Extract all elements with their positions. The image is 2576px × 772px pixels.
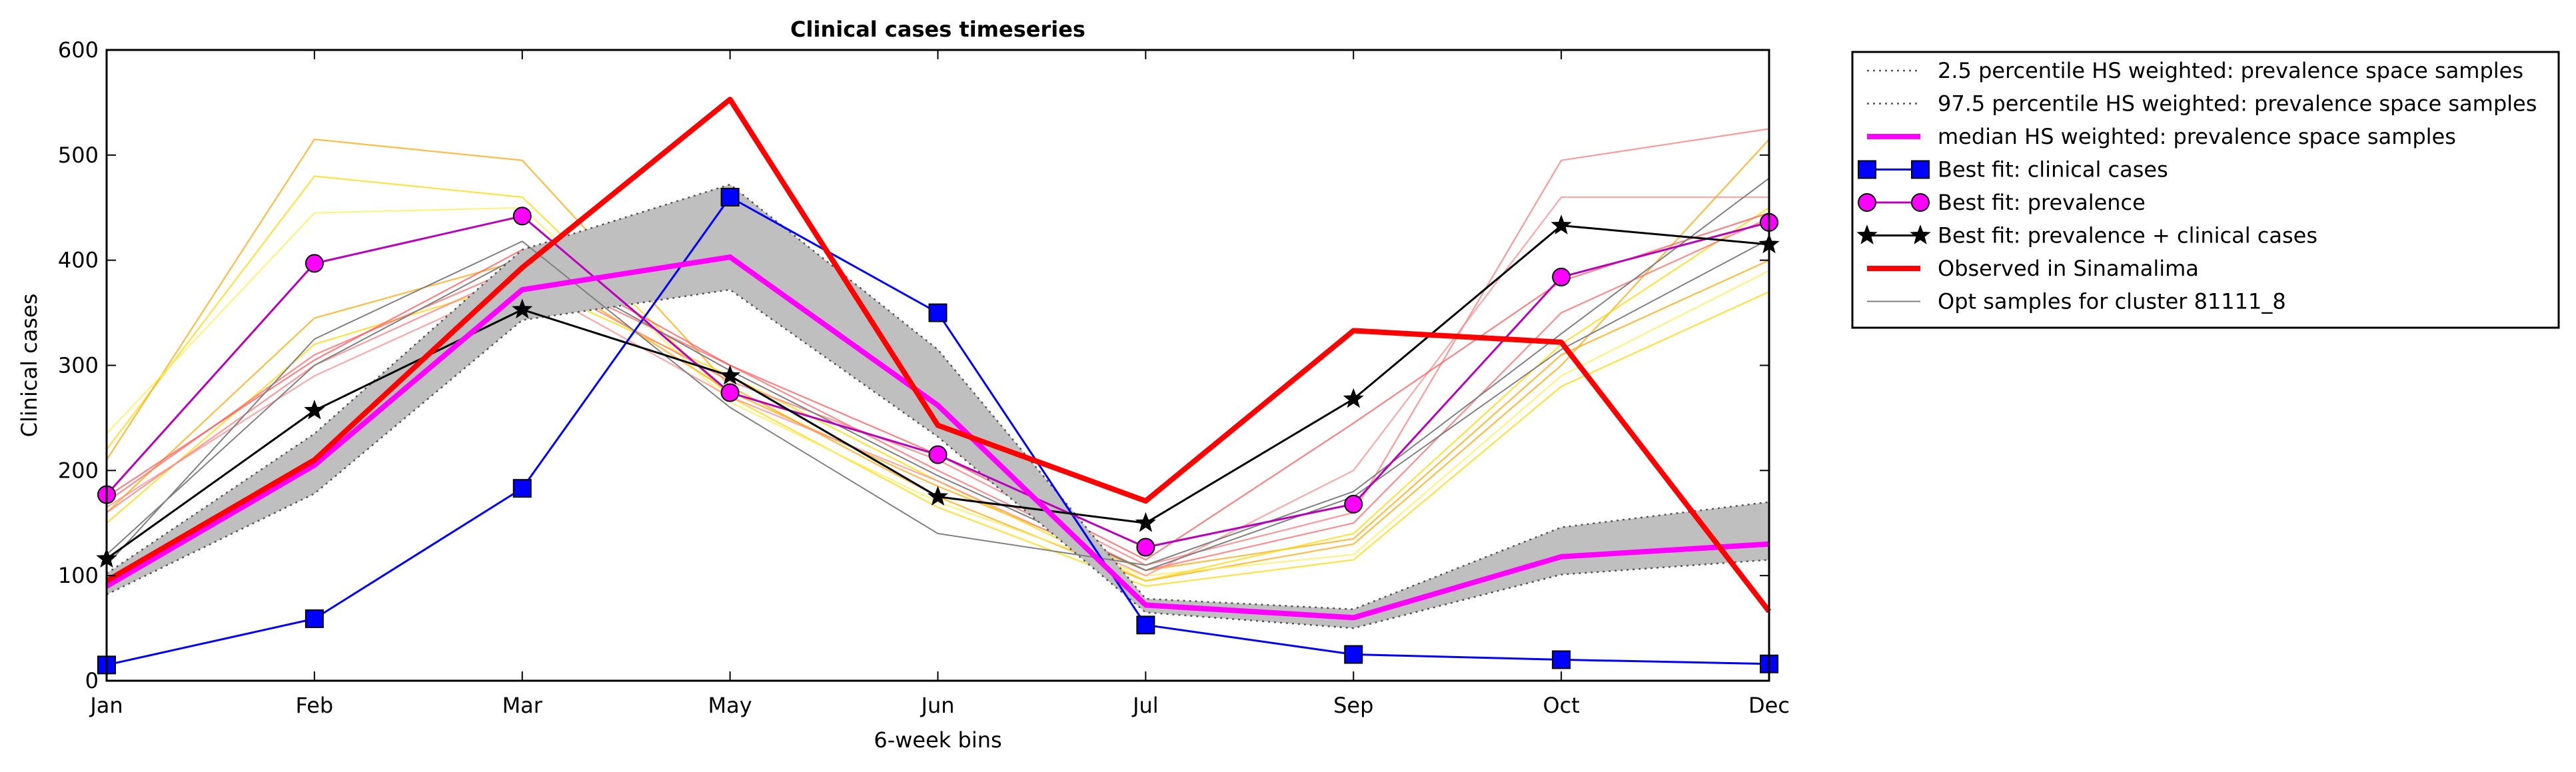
x-tick-label: Oct	[1543, 693, 1579, 718]
data-point-star	[1551, 214, 1572, 234]
legend: 2.5 percentile HS weighted: prevalence s…	[1851, 51, 2560, 329]
data-point-circle	[305, 254, 324, 273]
data-point-circle	[1136, 538, 1155, 557]
data-point-circle	[1911, 193, 1930, 212]
x-tick-label: Jun	[920, 693, 955, 718]
data-point-star	[720, 364, 741, 385]
background-sample-line	[106, 217, 1770, 572]
y-axis-label: Clinical cases	[17, 294, 42, 438]
background-sample-line	[106, 175, 1770, 587]
data-point-star	[512, 298, 533, 319]
grey-sample-line	[106, 238, 1770, 572]
x-axis-label: 6-week bins	[874, 727, 1001, 753]
data-point-square	[1858, 160, 1876, 179]
background-sample-line	[106, 206, 1770, 577]
background-sample-line	[106, 196, 1769, 577]
legend-label: Best fit: prevalence	[1938, 190, 2146, 215]
x-tick-label: Mar	[502, 693, 543, 718]
x-tick-label: May	[708, 693, 752, 718]
data-point-square	[928, 303, 948, 322]
data-point-square	[1911, 160, 1930, 179]
y-tick-label: 200	[58, 458, 99, 483]
y-tick-label: 600	[58, 37, 99, 63]
y-tick-label: 0	[85, 668, 99, 693]
data-point-square	[720, 187, 740, 206]
x-tick-label: Jul	[1131, 693, 1159, 718]
data-point-circle	[1858, 193, 1876, 212]
series-line	[105, 97, 1772, 613]
chart-title: Clinical cases timeseries	[790, 17, 1085, 42]
data-point-star	[304, 399, 325, 420]
y-tick-label: 400	[58, 248, 99, 273]
data-point-square	[305, 609, 324, 628]
data-point-circle	[1344, 494, 1363, 514]
data-point-star	[927, 486, 949, 506]
data-point-circle	[1552, 267, 1571, 286]
legend-label: 97.5 percentile HS weighted: prevalence …	[1938, 91, 2537, 117]
legend-label: median HS weighted: prevalence space sam…	[1938, 124, 2456, 149]
legend-label: Best fit: clinical cases	[1938, 157, 2168, 183]
data-point-star	[1856, 224, 1878, 244]
y-tick-label: 500	[58, 143, 99, 168]
x-tick-label: Jan	[89, 693, 123, 718]
y-tick-label: 300	[58, 353, 99, 378]
axis-ticks: Jan Feb Mar May Jun Jul Sep Oct Dec 0 100 200 300 400…	[58, 37, 1790, 718]
data-point-circle	[720, 383, 740, 402]
series-line	[106, 183, 1770, 610]
data-point-square	[1344, 645, 1363, 664]
x-tick-label: Feb	[296, 693, 334, 718]
y-tick-label: 100	[58, 563, 99, 588]
data-point-circle	[928, 445, 948, 464]
data-point-circle	[512, 206, 532, 226]
series-line	[105, 254, 1770, 621]
data-point-square	[1552, 650, 1571, 669]
x-tick-label: Sep	[1333, 693, 1373, 718]
legend-box	[1851, 51, 2560, 329]
data-point-star	[1910, 224, 1931, 244]
x-tick-label: Dec	[1748, 693, 1790, 718]
series-line	[106, 288, 1770, 629]
data-point-star	[1343, 388, 1364, 408]
legend-label: Best fit: prevalence + clinical cases	[1938, 223, 2317, 248]
data-point-star	[1135, 512, 1156, 532]
legend-label: Opt samples for cluster 81111_8	[1938, 289, 2286, 314]
data-point-square	[512, 479, 532, 498]
data-point-square	[1136, 615, 1155, 635]
legend-label: Observed in Sinamalima	[1938, 256, 2199, 281]
legend-label: 2.5 percentile HS weighted: prevalence s…	[1938, 58, 2523, 83]
series-line	[106, 177, 1770, 566]
